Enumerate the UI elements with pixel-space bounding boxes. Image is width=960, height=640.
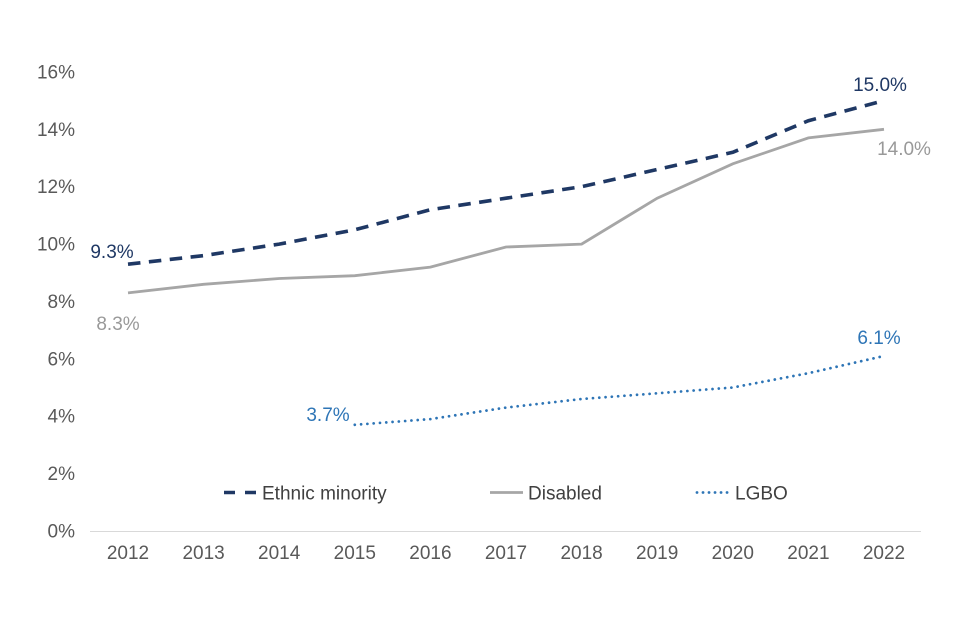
series-line-lgbo bbox=[353, 354, 886, 427]
x-axis-tick-2019: 2019 bbox=[636, 543, 678, 564]
y-axis-tick-4: 4% bbox=[48, 407, 76, 428]
data-label-lgbo-2015: 3.7% bbox=[306, 405, 349, 426]
data-label-ethnic-2022: 15.0% bbox=[853, 75, 907, 96]
series-line-disabled bbox=[127, 127, 885, 295]
legend-item-disabled: Disabled bbox=[490, 484, 602, 505]
series-line-ethnic-minority bbox=[127, 98, 885, 266]
x-axis-tick-2018: 2018 bbox=[560, 543, 602, 564]
data-label-disabled-2022: 14.0% bbox=[877, 139, 931, 160]
y-axis-tick-8: 8% bbox=[48, 292, 76, 313]
legend-item-ethnic-minority: Ethnic minority bbox=[224, 484, 387, 505]
data-label-lgbo-2022: 6.1% bbox=[857, 328, 900, 349]
y-axis-tick-2: 2% bbox=[48, 464, 76, 485]
legend-label-ethnic-minority: Ethnic minority bbox=[262, 484, 387, 505]
y-axis-tick-0: 0% bbox=[48, 522, 76, 543]
x-axis-tick-2013: 2013 bbox=[182, 543, 224, 564]
x-axis-tick-2017: 2017 bbox=[485, 543, 527, 564]
data-label-disabled-2012: 8.3% bbox=[96, 314, 139, 335]
y-axis-tick-12: 12% bbox=[37, 177, 75, 198]
x-axis-tick-2022: 2022 bbox=[863, 543, 905, 564]
x-axis-tick-2014: 2014 bbox=[258, 543, 301, 564]
y-axis-tick-14: 14% bbox=[37, 120, 75, 141]
y-axis-tick-10: 10% bbox=[37, 235, 75, 256]
data-label-ethnic-2012: 9.3% bbox=[90, 242, 133, 263]
y-axis-tick-16: 16% bbox=[37, 62, 75, 83]
x-axis-tick-2021: 2021 bbox=[787, 543, 829, 564]
y-axis-tick-6: 6% bbox=[48, 349, 76, 370]
x-axis-tick-2012: 2012 bbox=[107, 543, 149, 564]
legend-label-disabled: Disabled bbox=[528, 484, 602, 505]
legend-label-lgbo: LGBO bbox=[735, 484, 788, 505]
x-axis-tick-2015: 2015 bbox=[334, 543, 376, 564]
x-axis-tick-2016: 2016 bbox=[409, 543, 451, 564]
x-axis-tick-2020: 2020 bbox=[712, 543, 754, 564]
legend-item-lgbo: LGBO bbox=[695, 484, 788, 505]
